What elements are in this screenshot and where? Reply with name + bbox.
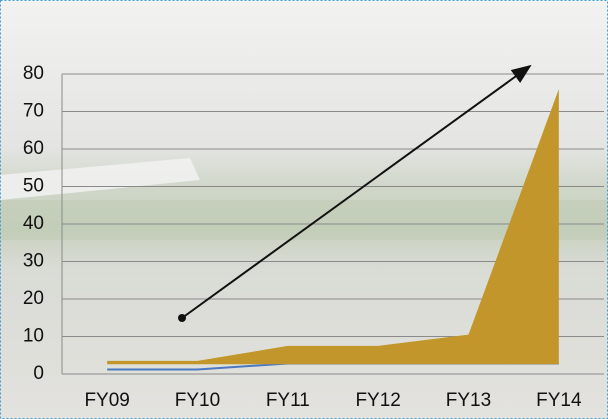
y-tick-label: 80 xyxy=(23,63,44,84)
y-tick-label: 60 xyxy=(23,138,44,159)
background-helicopter xyxy=(0,158,200,200)
y-tick-label: 0 xyxy=(33,363,44,384)
y-tick-label: 40 xyxy=(23,213,44,234)
y-tick-label: 30 xyxy=(23,251,44,272)
y-tick-label: 10 xyxy=(23,326,44,347)
x-tick-label: FY10 xyxy=(175,390,220,411)
area-series xyxy=(107,89,559,365)
x-tick-label: FY13 xyxy=(446,390,491,411)
y-tick-label: 50 xyxy=(23,176,44,197)
x-tick-label: FY12 xyxy=(355,390,400,411)
arrow-start xyxy=(178,314,186,322)
x-tick-label: FY11 xyxy=(266,390,310,411)
plot: 0 10 20 30 40 50 60 70 80 FY09 FY10 FY11 FY12 FY13 FY1… xyxy=(23,63,604,411)
x-tick-label: FY14 xyxy=(536,390,582,411)
trend-arrow xyxy=(181,64,532,319)
x-tick-label: FY09 xyxy=(84,390,129,411)
y-tick-label: 20 xyxy=(23,288,44,309)
y-tick-label: 70 xyxy=(23,101,44,122)
